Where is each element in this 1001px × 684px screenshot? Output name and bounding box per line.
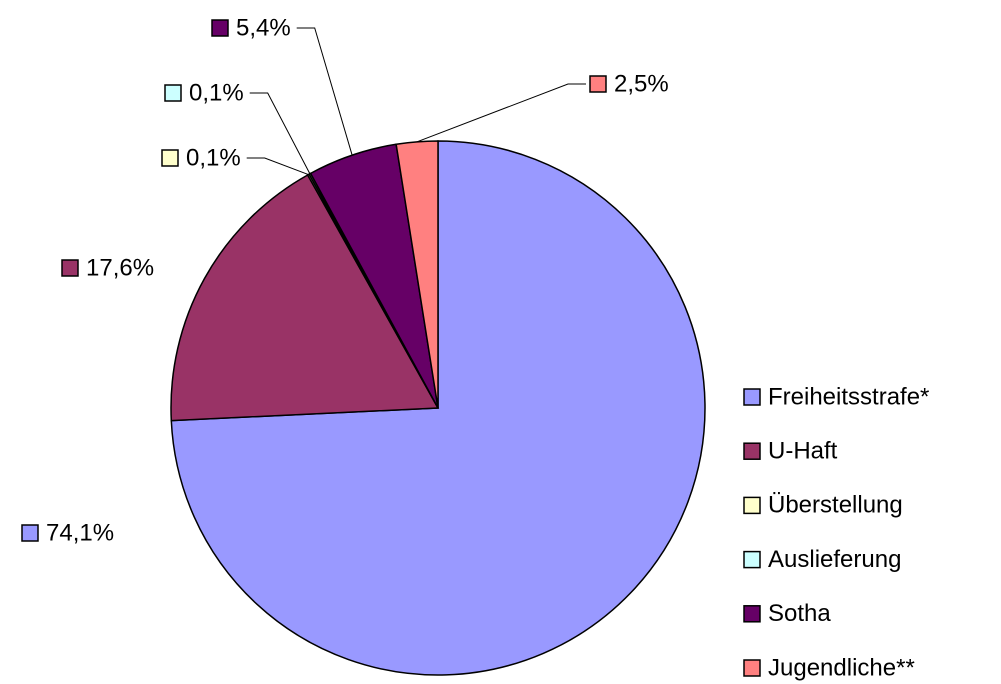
legend-key [743, 605, 761, 623]
legend-key [743, 550, 761, 569]
data-label: 5,4% [236, 14, 291, 41]
legend-key [743, 388, 761, 406]
legend-label: Freiheitsstrafe* [768, 383, 929, 410]
label-key [61, 259, 79, 277]
leader-line [249, 92, 311, 174]
data-label: 17,6% [86, 254, 154, 281]
label-key [161, 149, 179, 167]
label-key [164, 84, 182, 102]
data-label: 0,1% [186, 144, 241, 171]
legend-label: U-Haft [768, 438, 838, 465]
leader-line [416, 83, 586, 143]
legend-key [743, 496, 761, 515]
legend-key [743, 659, 761, 677]
data-label: 74,1% [46, 519, 114, 546]
legend-label: Sotha [768, 600, 831, 627]
data-label: 2,5% [614, 70, 669, 97]
legend-label: Überstellung [768, 492, 903, 519]
leader-line [246, 157, 309, 176]
label-key [21, 524, 39, 542]
leader-line [296, 27, 353, 156]
pie-slice [170, 173, 440, 422]
legend-label: Auslieferung [768, 546, 901, 573]
data-label: 0,1% [189, 79, 244, 106]
legend-key [743, 442, 761, 460]
label-key [589, 75, 607, 93]
label-key [211, 19, 229, 37]
legend-label: Jugendliche** [768, 654, 915, 681]
